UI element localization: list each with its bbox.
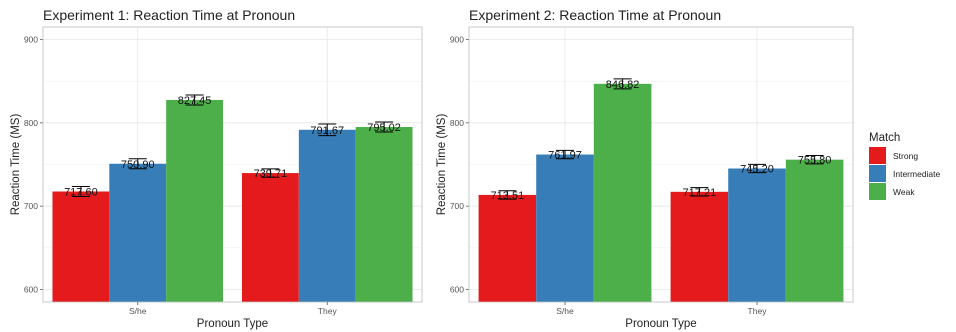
legend: Match Strong Intermediate Weak [869, 132, 941, 200]
data-label: 827.45 [178, 95, 212, 107]
data-label: 717.21 [683, 187, 717, 199]
legend-swatch-weak [869, 183, 886, 200]
plot-border [468, 26, 854, 303]
bar-intermediate-2 [728, 168, 786, 302]
plot-border [42, 26, 423, 303]
chart-panel-1: Experiment 1: Reaction Time at Pronoun 60… [10, 7, 423, 330]
legend-label-strong: Strong [893, 151, 918, 161]
error-bar [261, 168, 280, 178]
y-tick-label: 600 [450, 285, 464, 295]
bar-intermediate-2 [298, 129, 356, 302]
error-bar [613, 78, 632, 90]
error-bar [498, 190, 517, 200]
error-bar [128, 158, 147, 170]
bar-intermediate-1 [109, 163, 167, 302]
data-label: 846.82 [606, 79, 640, 91]
bar-weak-1 [593, 83, 652, 302]
error-bar [748, 163, 766, 174]
legend-swatch-strong [869, 147, 886, 164]
x-tick-label: They [318, 306, 338, 316]
error-bar [318, 123, 337, 137]
bar-intermediate-1 [536, 154, 594, 302]
y-axis-title: Reaction Time (MS) [10, 114, 22, 216]
error-bar [690, 187, 709, 197]
bar-weak-1 [166, 99, 224, 302]
data-label: 717.60 [64, 187, 98, 199]
y-tick-label: 800 [24, 118, 38, 128]
x-axis-title: Pronoun Type [197, 318, 268, 330]
error-bar [805, 155, 824, 165]
error-bar [71, 186, 90, 197]
error-bar [185, 94, 204, 106]
bar-weak-2 [785, 159, 844, 302]
y-tick-label: 900 [24, 35, 38, 45]
data-label: 745.20 [740, 164, 774, 176]
y-axis-title: Reaction Time (MS) [436, 114, 448, 216]
data-label: 739.71 [254, 168, 288, 180]
y-tick-label: 700 [24, 201, 38, 211]
legend-label-intermediate: Intermediate [893, 169, 941, 179]
legend-swatch-intermediate [869, 165, 886, 182]
bar-strong-2 [241, 173, 299, 302]
y-tick-label: 800 [450, 118, 464, 128]
y-tick-label: 600 [24, 285, 38, 295]
x-tick-label: S/he [129, 306, 147, 316]
bar-strong-1 [52, 191, 110, 302]
data-label: 795.02 [367, 122, 401, 134]
data-label: 713.51 [491, 190, 525, 202]
bar-strong-1 [478, 194, 537, 302]
data-label: 755.80 [798, 155, 832, 167]
legend-label-weak: Weak [893, 187, 915, 197]
y-tick-label: 700 [450, 201, 464, 211]
chart-title: Experiment 2: Reaction Time at Pronoun [469, 7, 721, 23]
chart-panel-2: Experiment 2: Reaction Time at Pronoun 60… [436, 7, 854, 330]
error-bar [375, 121, 394, 133]
bar-strong-2 [670, 191, 729, 302]
error-bar [556, 149, 574, 160]
x-tick-label: They [748, 306, 768, 316]
x-axis-title: Pronoun Type [625, 318, 696, 330]
x-tick-label: S/he [556, 306, 574, 316]
chart-title: Experiment 1: Reaction Time at Pronoun [43, 7, 295, 23]
y-tick-label: 900 [450, 35, 464, 45]
data-label: 750.90 [121, 159, 155, 171]
legend-title: Match [869, 132, 900, 144]
bar-weak-2 [355, 126, 413, 302]
data-label: 791.67 [310, 125, 344, 137]
data-label: 761.97 [548, 150, 582, 162]
